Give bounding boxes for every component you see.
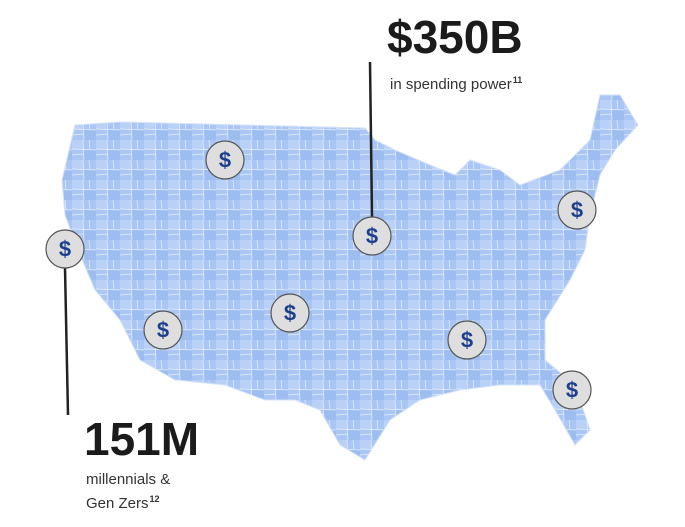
caption-line: in spending power (390, 76, 512, 93)
caption-line: Gen Zers (86, 495, 149, 512)
stat-value: $350B (387, 11, 523, 63)
dollar-marker: $ (270, 293, 310, 333)
dollar-marker: $ (352, 216, 392, 256)
dollar-marker: $ (205, 140, 245, 180)
footnote: 11 (513, 75, 523, 85)
callout-line (63, 267, 70, 416)
dollar-marker: $ (447, 320, 487, 360)
dollar-marker: $ (557, 190, 597, 230)
stat-value: 151M (84, 413, 199, 465)
footnote: 12 (150, 494, 160, 504)
stat-caption: Gen Zers12 (86, 494, 160, 512)
marker-symbol: $ (366, 224, 378, 249)
marker-symbol: $ (284, 301, 296, 326)
marker-symbol: $ (219, 148, 231, 173)
marker-symbol: $ (566, 378, 578, 403)
stat-caption: in spending power11 (390, 75, 522, 93)
marker-symbol: $ (571, 198, 583, 223)
dollar-marker: $ (143, 310, 183, 350)
us-map (61, 94, 639, 461)
marker-symbol: $ (59, 237, 71, 262)
caption-line: millennials & (86, 471, 170, 488)
dollar-marker: $ (552, 370, 592, 410)
marker-symbol: $ (157, 318, 169, 343)
marker-symbol: $ (461, 328, 473, 353)
callout-line (368, 61, 374, 218)
dollar-marker: $ (45, 229, 85, 269)
